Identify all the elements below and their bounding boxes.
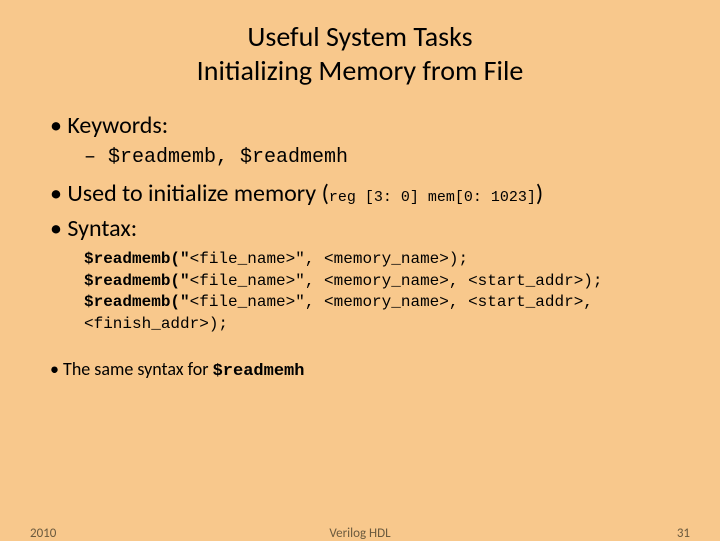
used-pre: Used to initialize memory ( <box>67 179 328 208</box>
used-code: reg [3: 0] mem[0: 1023] <box>329 189 536 206</box>
same-pre: The same syntax for <box>63 358 213 380</box>
bullet-same-syntax: The same syntax for $readmemh <box>50 358 670 381</box>
keywords-code: $readmemb, $readmemh <box>84 146 670 169</box>
bullet-keywords: Keywords: <box>50 111 670 140</box>
syntax-line-2: $readmemb("<file_name>", <memory_name>, … <box>84 271 670 293</box>
bullet-syntax: Syntax: <box>50 214 670 243</box>
footer-center: Verilog HDL <box>0 526 720 541</box>
footer-page: 31 <box>677 526 690 541</box>
bullet-used: Used to initialize memory (reg [3: 0] me… <box>50 179 670 208</box>
syntax-line-3: $readmemb("<file_name>", <memory_name>, … <box>84 292 670 314</box>
syntax-line-3-cont: <finish_addr>); <box>84 314 670 336</box>
syntax-line-1: $readmemb("<file_name>", <memory_name>); <box>84 249 670 271</box>
slide-title: Useful System Tasks Initializing Memory … <box>0 0 720 87</box>
syntax-block: $readmemb("<file_name>", <memory_name>);… <box>84 249 670 335</box>
used-post: ) <box>536 179 543 208</box>
same-code: $readmemh <box>213 362 305 381</box>
slide-content: Keywords: $readmemb, $readmemh Used to i… <box>0 87 720 380</box>
title-line1: Useful System Tasks <box>0 20 720 54</box>
title-line2: Initializing Memory from File <box>0 54 720 88</box>
